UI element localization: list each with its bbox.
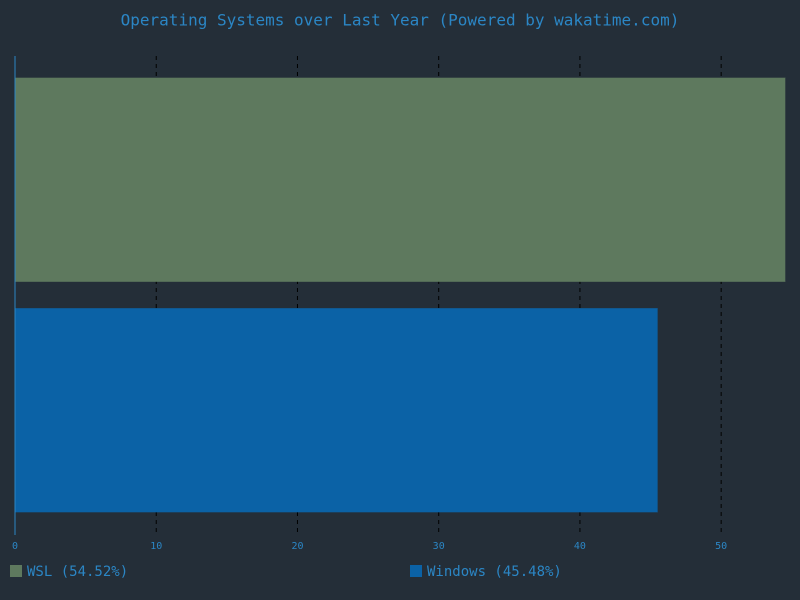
x-tick-label: 10	[150, 541, 162, 552]
x-tick-label: 0	[12, 541, 18, 552]
legend-swatch	[410, 565, 422, 577]
legend-swatch	[10, 565, 22, 577]
bar	[14, 308, 658, 513]
x-tick-label: 30	[433, 541, 445, 552]
legend-label: WSL (54.52%)	[27, 564, 128, 580]
x-tick-label: 20	[291, 541, 303, 552]
bar	[14, 77, 786, 282]
x-tick-label: 50	[715, 541, 727, 552]
chart-title: Operating Systems over Last Year (Powere…	[121, 11, 680, 30]
legend-label: Windows (45.48%)	[427, 564, 562, 580]
x-tick-label: 40	[574, 541, 586, 552]
